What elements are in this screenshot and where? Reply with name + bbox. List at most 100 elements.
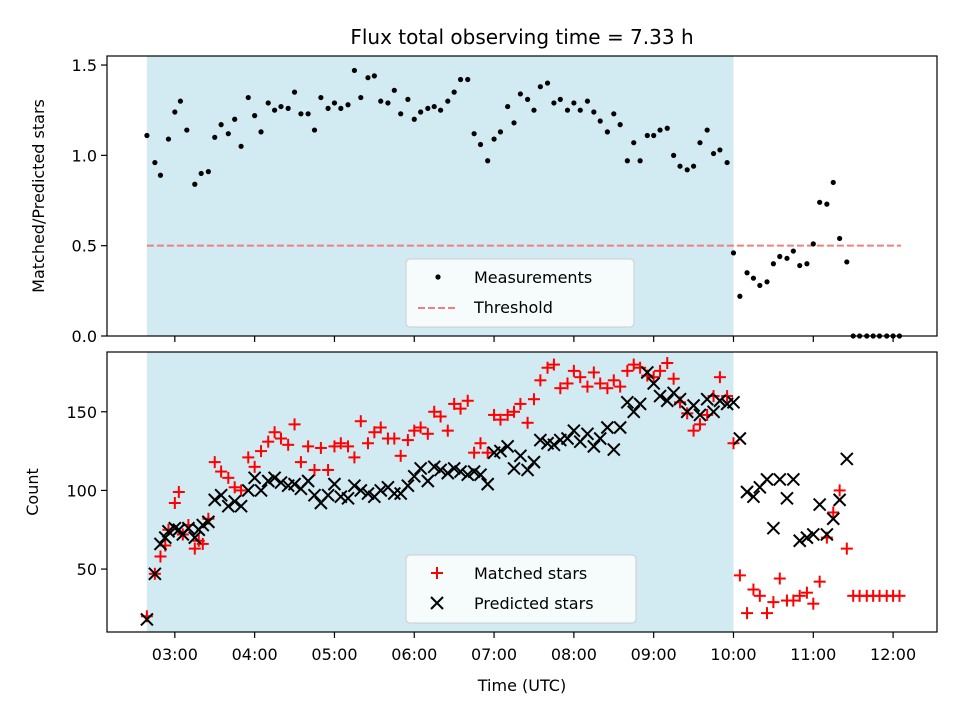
measurement-point — [524, 96, 531, 102]
matched-star-point — [408, 424, 421, 437]
measurement-point — [784, 255, 790, 261]
predicted-star-point — [407, 469, 421, 483]
measurement-point — [551, 100, 557, 106]
measurement-point — [777, 253, 783, 260]
predicted-star-point — [301, 474, 315, 488]
predicted-star-point — [653, 389, 667, 403]
predicted-star-point — [520, 463, 535, 477]
measurement-point — [797, 262, 803, 269]
bottom-y-ticks: 50 100 150 — [66, 403, 107, 579]
bottom-plot-frame — [106, 351, 938, 633]
measurement-point — [671, 152, 677, 158]
matched-star-point — [800, 586, 813, 599]
predicted-star-point — [374, 483, 388, 498]
measurement-point — [750, 275, 757, 281]
predicted-star-point — [547, 438, 561, 452]
matched-star-point — [840, 542, 853, 555]
measurement-point — [531, 107, 537, 113]
matched-star-point — [314, 441, 327, 454]
matched-star-point — [302, 440, 315, 453]
measurement-point — [704, 127, 710, 133]
predicted-star-point — [140, 612, 154, 627]
predicted-star-point — [493, 444, 508, 458]
predicted-star-point — [740, 485, 754, 499]
predicted-star-point — [427, 460, 441, 474]
matched-star-point — [222, 471, 235, 484]
matched-star-point — [773, 572, 786, 585]
measurement-point — [497, 129, 504, 135]
measurement-point — [577, 107, 583, 113]
measurement-point — [291, 89, 298, 95]
predicted-star-point — [613, 420, 627, 435]
top-legend-box — [405, 258, 635, 328]
x-tick-label: 05:00 — [311, 645, 357, 664]
x-tick-label: 10:00 — [710, 645, 756, 664]
matched-star-point — [893, 589, 906, 602]
measurement-point — [318, 94, 324, 101]
matched-star-point — [687, 424, 700, 437]
matched-star-point — [255, 445, 268, 458]
predicted-star-point — [527, 455, 541, 469]
measurement-point — [597, 118, 603, 124]
predicted-star-point — [227, 494, 242, 509]
predicted-star-point — [693, 408, 707, 422]
measurement-point — [844, 259, 850, 265]
matched-star-point — [661, 357, 674, 370]
predicted-star-point — [274, 475, 288, 490]
x-tick-label: 08:00 — [551, 645, 597, 664]
matched-star-point — [501, 408, 514, 421]
measurement-point — [165, 136, 172, 142]
matched-star-point — [547, 358, 560, 371]
predicted-star-point — [800, 530, 814, 545]
measurement-point — [684, 167, 690, 173]
predicted-star-point — [447, 461, 461, 476]
matched-star-point — [561, 377, 574, 390]
predicted-star-point — [321, 488, 335, 502]
measurement-point — [837, 235, 843, 242]
predicted-star-point — [473, 467, 488, 482]
measurement-point — [744, 270, 750, 276]
x-axis-label: Time (UTC) — [477, 676, 566, 695]
measurement-point — [505, 103, 511, 110]
matched-star-point — [208, 456, 221, 469]
predicted-star-point — [168, 521, 182, 535]
matched-star-point — [368, 426, 381, 439]
matched-star-point — [741, 607, 754, 620]
measurement-point — [152, 159, 158, 166]
predicted-star-point — [221, 499, 236, 513]
matched-star-point — [334, 437, 347, 450]
measurement-point — [258, 129, 264, 135]
matched-star-point — [468, 446, 481, 459]
predicted-star-point — [467, 464, 481, 479]
matched-star-point — [354, 415, 367, 428]
matched-star-point — [228, 481, 241, 494]
measurement-point — [624, 158, 630, 164]
measurement-point — [537, 84, 543, 90]
predicted-star-point — [327, 477, 342, 491]
matched-star-point — [188, 542, 201, 555]
y-tick-label: 150 — [66, 403, 97, 422]
measurement-point — [351, 67, 358, 74]
matched-star-point — [634, 361, 647, 374]
matched-star-point — [747, 583, 760, 596]
predicted-star-point — [261, 474, 275, 488]
predicted-star-point — [361, 486, 375, 501]
top-legend-threshold-label: Threshold — [473, 298, 553, 317]
y-tick-label: 100 — [66, 481, 97, 500]
measurement-point — [824, 201, 830, 207]
predicted-star-point — [600, 420, 615, 435]
predicted-star-point — [706, 405, 721, 419]
x-tick-label: 12:00 — [870, 645, 916, 664]
bottom-legend-predicted-marker — [430, 596, 444, 610]
predicted-star-points — [140, 365, 854, 627]
measurement-point — [278, 103, 284, 110]
predicted-star-point — [354, 483, 368, 498]
predicted-star-point — [840, 452, 854, 466]
predicted-star-point — [826, 512, 840, 526]
matched-star-point — [168, 497, 181, 510]
matched-star-point — [713, 371, 726, 384]
matched-star-point — [488, 408, 501, 421]
predicted-star-point — [587, 439, 601, 454]
measurement-point — [697, 140, 703, 146]
predicted-star-point — [773, 472, 787, 487]
